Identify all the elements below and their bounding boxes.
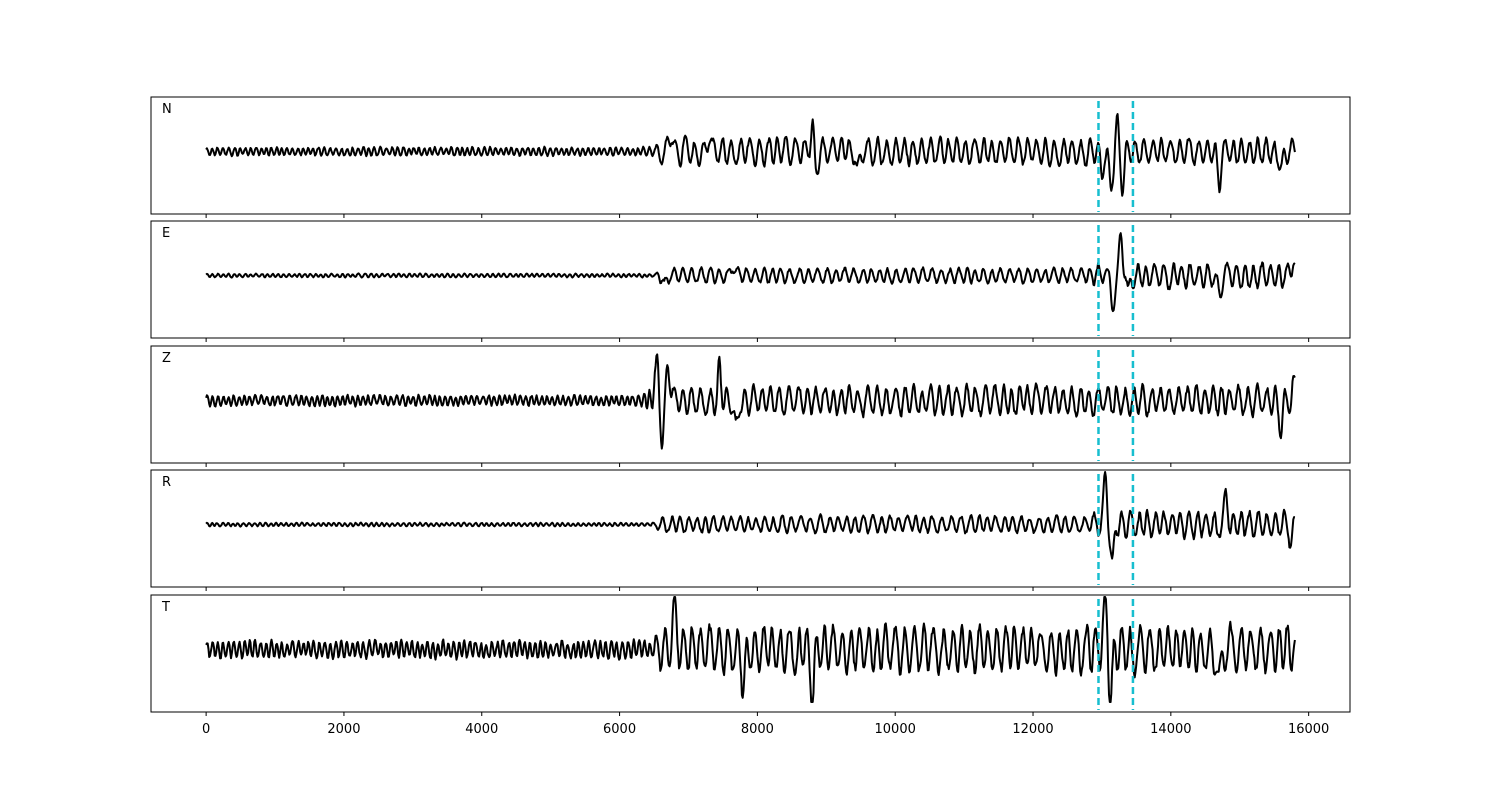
panel-z: Z: [150, 345, 1351, 467]
channel-label: Z: [162, 351, 171, 366]
x-tick-label: 16000: [1288, 722, 1329, 737]
trace-t: [205, 596, 1296, 703]
panel-frame: [150, 469, 1351, 588]
x-tick-label: 14000: [1150, 722, 1191, 737]
trace-e: [205, 232, 1296, 313]
panel-r: R: [150, 469, 1351, 591]
panel-n: N: [150, 96, 1351, 218]
trace-n: [205, 113, 1296, 197]
trace-r: [205, 471, 1296, 560]
panels-group: N E Z R T: [150, 96, 1351, 716]
panel-frame: [150, 220, 1351, 339]
x-tick-label: 6000: [603, 722, 636, 737]
panel-frame: [150, 96, 1351, 215]
x-tick-label: 4000: [465, 722, 498, 737]
x-tick-label: 10000: [875, 722, 916, 737]
x-axis: 0 2000 4000 6000 8000 10000 12000 14000 16000: [202, 722, 1329, 737]
trace-z: [205, 353, 1296, 450]
panel-e: E: [150, 220, 1351, 342]
x-tick-label: 0: [202, 722, 210, 737]
panel-frame: [150, 345, 1351, 464]
channel-label: R: [162, 475, 171, 490]
x-tick-label: 8000: [741, 722, 774, 737]
panel-frame: [150, 594, 1351, 713]
channel-label: N: [162, 102, 172, 117]
x-tick-label: 12000: [1012, 722, 1053, 737]
x-tick-label: 2000: [327, 722, 360, 737]
panel-t: T: [150, 594, 1351, 716]
channel-label: T: [161, 600, 170, 615]
channel-label: E: [162, 226, 170, 241]
